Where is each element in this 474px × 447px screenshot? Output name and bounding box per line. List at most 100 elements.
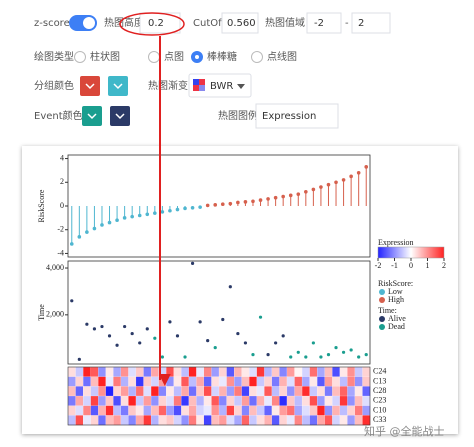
heatmap-cell (67, 386, 76, 397)
point (190, 261, 195, 265)
lollipop-dot (168, 208, 172, 213)
radio[interactable] (148, 51, 160, 63)
heatmap-cell (67, 405, 76, 416)
heatmap-cell (234, 405, 243, 416)
lollipop-dot (311, 187, 316, 192)
point (236, 331, 240, 336)
heatmap-cell (354, 386, 363, 397)
heatmap-cell (354, 405, 363, 416)
point (153, 336, 157, 340)
point (357, 355, 361, 359)
heatmap-cell (203, 395, 212, 407)
plot: -4-2024RiskScore2,0004,000TimeC24C13C28C… (37, 153, 446, 426)
row-label: C28 (373, 386, 386, 395)
heatmap-cell (362, 386, 371, 397)
heatmap-cell (98, 415, 107, 426)
point (334, 346, 338, 350)
input[interactable] (306, 12, 342, 34)
lollipop-dot (190, 205, 195, 210)
point (123, 324, 127, 329)
heatmap-cell (226, 405, 235, 416)
radio[interactable] (74, 51, 86, 63)
heatmap-cell (234, 376, 243, 387)
heatmap-cell (339, 366, 348, 378)
heatmap-cell (113, 386, 122, 397)
heatmap-cell (173, 405, 182, 416)
color-button[interactable] (108, 76, 128, 96)
row-label: C23 (373, 396, 386, 405)
plot-box (67, 260, 371, 365)
heatmap-box (67, 366, 371, 426)
heatmap-cell (324, 405, 333, 416)
point (266, 353, 270, 357)
heatmap-cell (211, 376, 220, 387)
heatmap-cell (120, 405, 129, 416)
heatmap-cell (135, 405, 144, 416)
heatmap-cell (196, 366, 205, 378)
heatmap-cell (82, 405, 92, 416)
radio[interactable] (251, 51, 263, 63)
heatmap-cell (105, 405, 114, 416)
heatmap-cell (75, 415, 84, 426)
heatmap-cell (271, 386, 280, 397)
heatmap-cell (135, 376, 144, 387)
heatmap-cell (264, 386, 273, 397)
input[interactable] (255, 103, 339, 129)
heatmap-cell (249, 405, 258, 416)
input[interactable] (351, 12, 391, 34)
point (281, 334, 285, 338)
controls: z-score 热图高度 0.2 CutOff 0.560 热图值域 -2 - … (34, 12, 391, 129)
radio-dot (195, 55, 199, 59)
heatmap-cell (188, 415, 197, 426)
heatmap-cell (249, 395, 258, 407)
heatmap-cell (347, 395, 356, 407)
heatmap-cell (128, 376, 137, 387)
heatmap-cell (181, 376, 190, 387)
heatmap-cell (82, 376, 92, 387)
color-button[interactable] (80, 76, 100, 96)
input[interactable] (221, 12, 259, 34)
heatmap-cell (196, 405, 205, 416)
heatmap-cell (226, 376, 235, 387)
legend-tick-label: 1 (426, 261, 430, 270)
heatmap-cell (309, 395, 318, 407)
point (289, 355, 293, 359)
heatmap-cell (218, 386, 227, 397)
heatmap-cell (105, 415, 114, 426)
heatmap-cell (98, 395, 107, 407)
heatmap-cell (256, 386, 265, 397)
lollipop-dot (85, 230, 89, 234)
heatmap-cell (181, 366, 190, 378)
lollipop-dot (334, 180, 338, 185)
point (258, 315, 263, 319)
color-button[interactable] (110, 106, 130, 126)
heatmap-cell (158, 395, 167, 407)
heatmap-cell (166, 395, 175, 407)
heatmap-cell (135, 395, 144, 407)
point (251, 353, 255, 357)
legend-swatch (379, 324, 385, 330)
point (100, 324, 104, 329)
heatmap-cell (143, 395, 152, 407)
heatmap-cell (324, 386, 333, 397)
heatmap-cell (301, 415, 310, 426)
lollipop-dot (100, 223, 104, 227)
heatmap-cell (218, 405, 227, 416)
point (183, 355, 187, 359)
heatmap-cell (317, 376, 326, 387)
y-axis-label: Time (37, 304, 46, 321)
heatmap-cell (301, 386, 310, 397)
heatmap-cell (218, 376, 227, 387)
heatmap-cell (196, 386, 205, 397)
lollipop-dot (304, 189, 308, 194)
heatmap-cell (309, 366, 318, 378)
legend-tick-label: -1 (391, 261, 398, 270)
color-button[interactable] (82, 106, 102, 126)
heatmap-cell (294, 395, 303, 407)
heatmap-cell (256, 376, 265, 387)
lollipop-dot (160, 210, 165, 214)
heatmap-cell (347, 405, 356, 416)
heatmap-cell (294, 415, 303, 426)
heatmap-cell (105, 376, 114, 387)
